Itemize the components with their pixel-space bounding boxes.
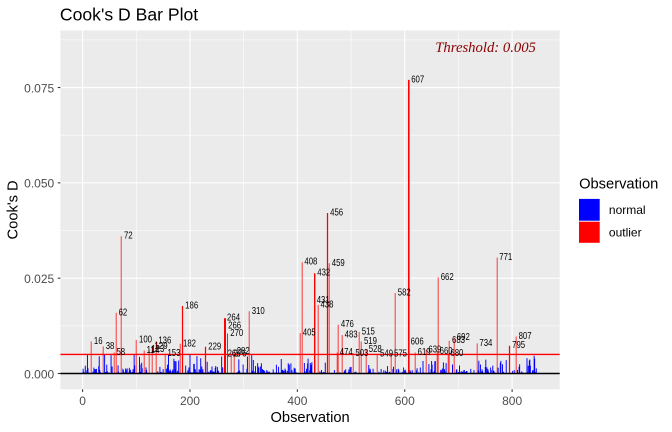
svg-text:476: 476 bbox=[341, 319, 354, 330]
svg-text:0: 0 bbox=[79, 394, 86, 408]
svg-text:Cook's D: Cook's D bbox=[5, 180, 21, 239]
svg-text:438: 438 bbox=[320, 299, 333, 310]
svg-text:408: 408 bbox=[304, 257, 317, 268]
svg-text:normal: normal bbox=[609, 203, 646, 217]
svg-text:264: 264 bbox=[227, 313, 240, 324]
svg-text:186: 186 bbox=[185, 301, 198, 312]
svg-text:459: 459 bbox=[332, 258, 345, 269]
svg-text:515: 515 bbox=[362, 326, 375, 337]
svg-text:72: 72 bbox=[124, 231, 133, 242]
svg-text:182: 182 bbox=[183, 338, 196, 349]
svg-text:Observation: Observation bbox=[270, 410, 349, 426]
svg-text:Threshold: 0.005: Threshold: 0.005 bbox=[435, 40, 536, 56]
svg-text:483: 483 bbox=[345, 329, 358, 340]
svg-text:639: 639 bbox=[428, 344, 441, 355]
svg-text:683: 683 bbox=[452, 335, 465, 346]
svg-text:400: 400 bbox=[287, 394, 307, 408]
svg-text:265: 265 bbox=[228, 349, 241, 360]
svg-text:519: 519 bbox=[364, 336, 377, 347]
svg-text:619: 619 bbox=[418, 347, 431, 358]
svg-text:549: 549 bbox=[380, 349, 393, 360]
svg-text:734: 734 bbox=[479, 338, 492, 349]
svg-text:692: 692 bbox=[457, 332, 470, 343]
svg-text:800: 800 bbox=[502, 394, 522, 408]
svg-text:outlier: outlier bbox=[609, 225, 642, 239]
svg-text:405: 405 bbox=[303, 328, 316, 339]
svg-text:607: 607 bbox=[411, 74, 424, 85]
svg-text:270: 270 bbox=[230, 328, 243, 339]
svg-text:114: 114 bbox=[147, 345, 160, 356]
svg-text:Observation: Observation bbox=[579, 177, 658, 193]
svg-text:474: 474 bbox=[340, 347, 353, 358]
svg-text:0.050: 0.050 bbox=[24, 177, 54, 191]
svg-text:58: 58 bbox=[116, 347, 125, 358]
svg-text:680: 680 bbox=[450, 348, 463, 359]
svg-text:229: 229 bbox=[208, 341, 221, 352]
svg-text:432: 432 bbox=[317, 268, 330, 279]
svg-text:38: 38 bbox=[106, 341, 115, 352]
svg-text:0.025: 0.025 bbox=[24, 272, 54, 286]
svg-text:575: 575 bbox=[394, 349, 407, 360]
svg-text:310: 310 bbox=[252, 306, 265, 317]
svg-text:62: 62 bbox=[119, 307, 128, 318]
svg-text:0.075: 0.075 bbox=[24, 81, 54, 95]
svg-text:456: 456 bbox=[330, 207, 343, 218]
svg-text:200: 200 bbox=[180, 394, 200, 408]
svg-text:0.000: 0.000 bbox=[24, 367, 54, 381]
svg-text:431: 431 bbox=[317, 295, 330, 306]
svg-text:266: 266 bbox=[228, 320, 241, 331]
svg-text:153: 153 bbox=[167, 348, 180, 359]
svg-text:600: 600 bbox=[395, 394, 415, 408]
svg-text:276: 276 bbox=[233, 349, 246, 360]
svg-text:136: 136 bbox=[158, 336, 171, 347]
svg-text:660: 660 bbox=[440, 346, 453, 357]
svg-text:282: 282 bbox=[237, 346, 250, 357]
svg-text:528: 528 bbox=[369, 344, 382, 355]
svg-text:Cook's D Bar Plot: Cook's D Bar Plot bbox=[60, 5, 198, 25]
svg-text:129: 129 bbox=[155, 341, 168, 352]
svg-text:123: 123 bbox=[151, 344, 164, 355]
svg-text:503: 503 bbox=[355, 348, 368, 359]
svg-text:771: 771 bbox=[499, 252, 512, 263]
svg-text:16: 16 bbox=[94, 336, 103, 347]
svg-text:582: 582 bbox=[398, 288, 411, 299]
svg-text:807: 807 bbox=[519, 331, 532, 342]
svg-text:795: 795 bbox=[512, 340, 525, 351]
svg-text:662: 662 bbox=[441, 272, 454, 283]
svg-text:100: 100 bbox=[139, 334, 152, 345]
svg-text:606: 606 bbox=[411, 336, 424, 347]
